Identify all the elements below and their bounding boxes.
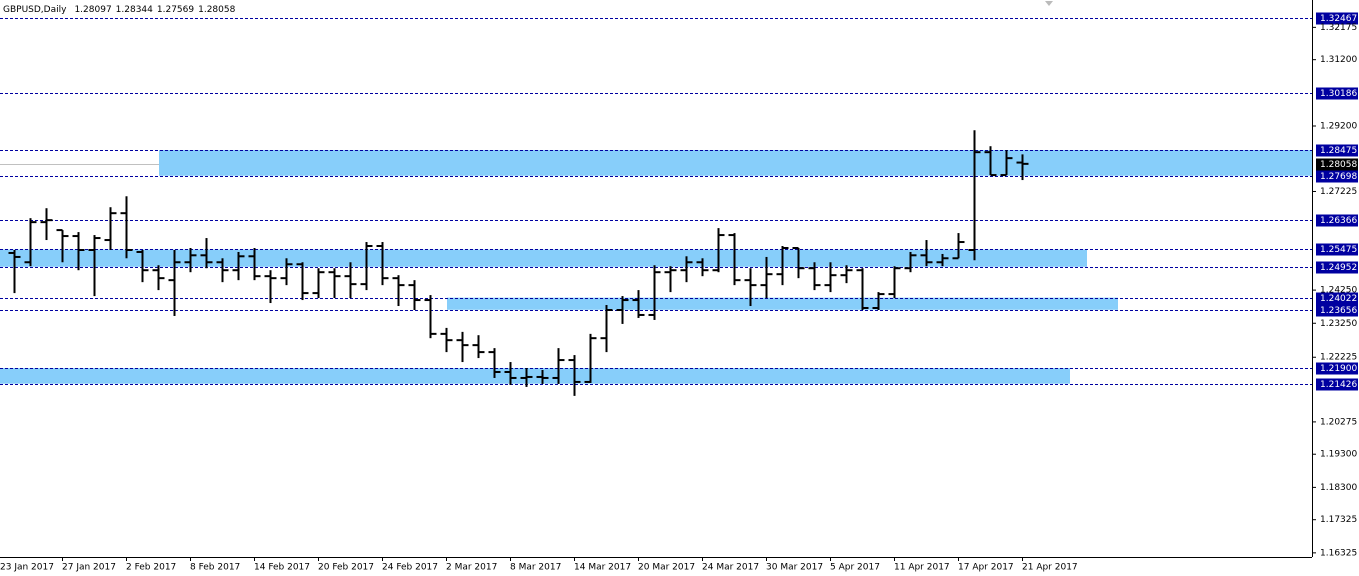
header-low: 1.27569 bbox=[157, 5, 194, 15]
zone bbox=[0, 368, 1070, 384]
levels: 1.32467 1.30186 1.28475 1.27698 1.26366 1.254… bbox=[0, 12, 1358, 391]
x-tick-label: 14 Feb 2017 bbox=[254, 563, 310, 573]
x-tick-label: 27 Jan 2017 bbox=[62, 563, 116, 573]
level-label: 1.26366 bbox=[1320, 216, 1357, 226]
y-tick-label: 1.18300 bbox=[1320, 483, 1357, 493]
level-label: 1.32467 bbox=[1320, 14, 1357, 24]
level-label-box bbox=[1316, 144, 1358, 157]
header-close: 1.28058 bbox=[198, 5, 235, 15]
x-tick-label: 8 Feb 2017 bbox=[190, 563, 240, 573]
zone bbox=[447, 297, 1118, 310]
x-tick-label: 14 Mar 2017 bbox=[574, 563, 631, 573]
x-tick-label: 5 Apr 2017 bbox=[830, 563, 880, 573]
zone bbox=[0, 249, 1087, 267]
level-label: 1.30186 bbox=[1320, 89, 1357, 99]
level-label-box bbox=[1316, 214, 1358, 227]
x-tick-label: 17 Apr 2017 bbox=[958, 563, 1014, 573]
level-label-box bbox=[1316, 261, 1358, 274]
chart-header: GBPUSD,Daily 1.28097 1.28344 1.27569 1.28058 bbox=[3, 5, 236, 15]
zone bbox=[159, 150, 1312, 176]
level-label-box bbox=[1316, 362, 1358, 375]
level-label: 1.28475 bbox=[1320, 146, 1357, 156]
header-open: 1.28097 bbox=[74, 5, 111, 15]
level-label: 1.21426 bbox=[1320, 380, 1357, 390]
level-label-box bbox=[1316, 304, 1358, 317]
x-tick-label: 30 Mar 2017 bbox=[766, 563, 823, 573]
x-tick-label: 8 Mar 2017 bbox=[510, 563, 561, 573]
bars bbox=[8, 130, 1029, 396]
x-tick-label: 2 Mar 2017 bbox=[446, 563, 497, 573]
level-label: 1.21900 bbox=[1320, 364, 1357, 374]
level-label: 1.27698 bbox=[1320, 172, 1357, 182]
x-tick-label: 11 Apr 2017 bbox=[894, 563, 950, 573]
level-label-box bbox=[1316, 378, 1358, 391]
x-tick-label: 20 Feb 2017 bbox=[318, 563, 374, 573]
y-tick-label: 1.19300 bbox=[1320, 450, 1357, 460]
y-tick-label: 1.17325 bbox=[1320, 515, 1357, 525]
x-tick-label: 24 Feb 2017 bbox=[382, 563, 438, 573]
y-tick-label: 1.31200 bbox=[1320, 55, 1357, 65]
y-tick-label: 1.22225 bbox=[1320, 353, 1357, 363]
header-high: 1.28344 bbox=[116, 5, 153, 15]
level-label: 1.25475 bbox=[1320, 245, 1357, 255]
y-tick-label: 1.20275 bbox=[1320, 417, 1357, 427]
x-tick-label: 21 Apr 2017 bbox=[1022, 563, 1078, 573]
current-price-label: 1.28058 bbox=[1320, 160, 1357, 170]
y-tick-label: 1.23250 bbox=[1320, 319, 1357, 329]
level-label: 1.24952 bbox=[1320, 263, 1357, 273]
x-tick-label: 2 Feb 2017 bbox=[126, 563, 176, 573]
y-tick-label: 1.24250 bbox=[1320, 286, 1357, 296]
level-label-box bbox=[1316, 243, 1358, 256]
level-label-box bbox=[1316, 12, 1358, 25]
symbol: GBPUSD,Daily bbox=[3, 5, 67, 15]
y-tick-label: 1.27225 bbox=[1320, 187, 1357, 197]
x-tick-label: 20 Mar 2017 bbox=[638, 563, 695, 573]
y-tick-label: 1.32175 bbox=[1320, 23, 1357, 33]
x-tick-label: 24 Mar 2017 bbox=[702, 563, 759, 573]
y-tick-label: 1.29200 bbox=[1320, 121, 1357, 131]
level-label: 1.23656 bbox=[1320, 306, 1357, 316]
level-label: 1.24022 bbox=[1320, 294, 1357, 304]
current-price-box bbox=[1316, 158, 1358, 171]
level-label-box bbox=[1316, 170, 1358, 183]
level-label-box bbox=[1316, 292, 1358, 305]
y-tick-label: 1.16325 bbox=[1320, 548, 1357, 558]
x-tick-label: 23 Jan 2017 bbox=[0, 563, 54, 573]
shift-marker bbox=[1045, 1, 1053, 6]
level-label-box bbox=[1316, 87, 1358, 100]
